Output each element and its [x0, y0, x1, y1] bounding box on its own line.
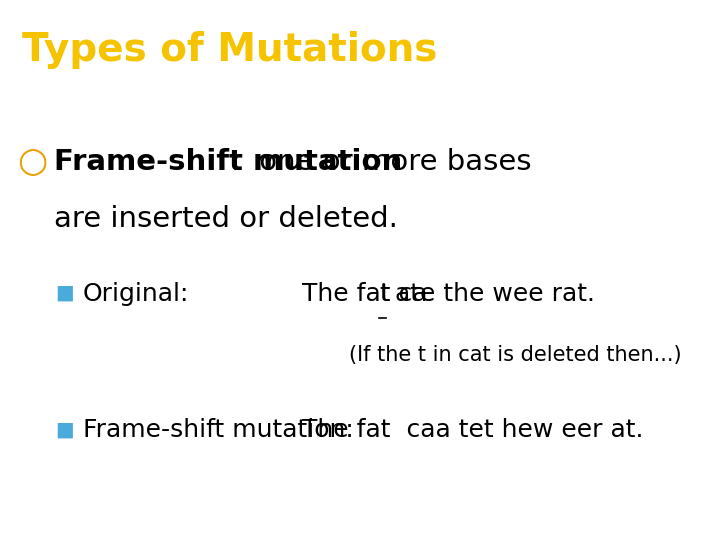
Text: Frame-shift mutation: Frame-shift mutation — [54, 147, 402, 176]
Text: ▪: ▪ — [55, 279, 75, 308]
Text: ▪: ▪ — [55, 415, 75, 444]
Text: Types of Mutations: Types of Mutations — [22, 31, 437, 69]
Text: (If the t in cat is deleted then...): (If the t in cat is deleted then...) — [349, 345, 682, 365]
Text: ate the wee rat.: ate the wee rat. — [387, 281, 595, 306]
Text: ○: ○ — [17, 145, 48, 179]
Text: The fat  caa tet hew eer at.: The fat caa tet hew eer at. — [302, 418, 644, 442]
Text: :  one or more bases: : one or more bases — [231, 147, 531, 176]
Text: are inserted or deleted.: are inserted or deleted. — [54, 205, 398, 233]
Text: Frame-shift mutation:: Frame-shift mutation: — [83, 418, 354, 442]
Text: The fat ca: The fat ca — [302, 281, 428, 306]
Text: t: t — [379, 281, 390, 306]
Text: Original:: Original: — [83, 281, 189, 306]
